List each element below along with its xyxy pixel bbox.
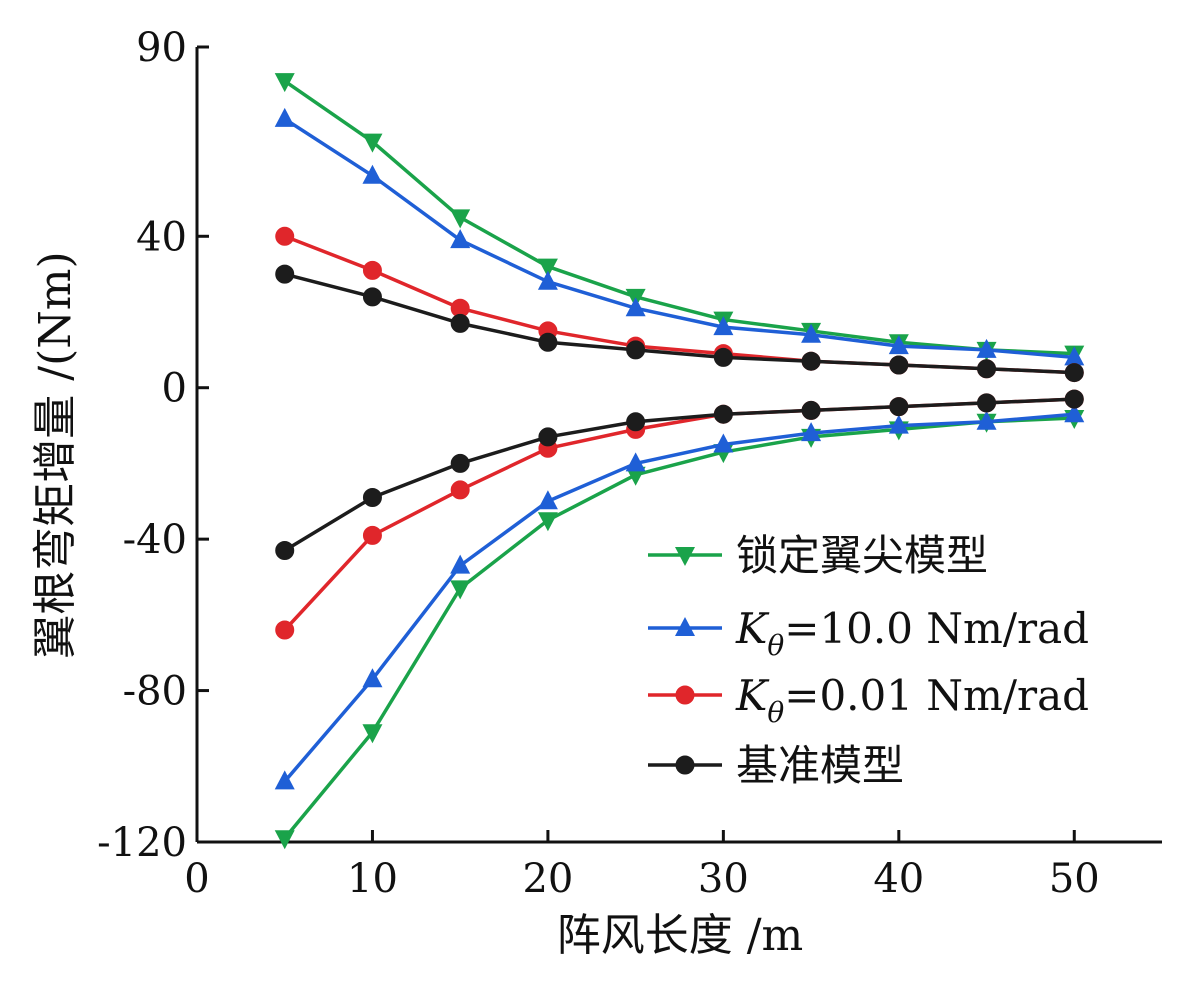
series-2-lower-line	[283, 412, 1075, 783]
series-4-upper-point	[275, 264, 295, 284]
series-3-upper-point	[362, 260, 382, 280]
x-tick-label: 20	[522, 856, 573, 902]
series-1-upper-point	[450, 209, 471, 229]
series-1-upper-point	[362, 133, 383, 153]
series-2-lower-point	[1064, 403, 1085, 423]
y-tick-label: -40	[123, 517, 187, 563]
series-2-upper-point	[625, 297, 646, 317]
legend-swatch-marker	[675, 617, 695, 636]
y-tick-label: 40	[136, 214, 187, 260]
series-4-upper-point	[362, 287, 382, 307]
series-4-lower-point	[1064, 389, 1084, 409]
series-2	[274, 107, 1085, 790]
x-tick-label: 30	[698, 856, 749, 902]
y-tick-label: -120	[97, 820, 187, 866]
series-2-upper-point	[450, 229, 471, 249]
series-2-lower-point	[625, 452, 646, 472]
series-2-upper-point	[713, 316, 734, 336]
series-2-lower-point	[713, 433, 734, 453]
series-2-lower-point	[537, 490, 558, 510]
series-4-lower-point	[977, 393, 997, 413]
x-axis-title: 阵风长度 /m	[557, 910, 804, 961]
legend-label: 基准模型	[736, 741, 904, 790]
series-2-upper-point	[274, 107, 295, 127]
series-4-upper-point	[450, 313, 470, 333]
y-tick-label: 0	[162, 366, 187, 412]
legend-label: 锁定翼尖模型	[736, 531, 988, 580]
legend: 锁定翼尖模型 Kθ=10.0 Nm/rad Kθ=0.01 Nm/rad 基准模型	[648, 531, 1089, 790]
legend-item-1: 锁定翼尖模型	[648, 531, 988, 580]
series-4-lower-point	[626, 412, 646, 432]
series-4-upper-point	[977, 359, 997, 379]
legend-label: Kθ=10.0 Nm/rad	[735, 604, 1089, 662]
series-4	[275, 264, 1084, 560]
series-4-lower-point	[889, 397, 909, 417]
series-4-lower-point	[450, 453, 470, 473]
series-3-lower-line	[283, 397, 1075, 632]
series-2-lower-point	[362, 668, 383, 688]
y-tick-label: 90	[136, 25, 187, 71]
series-1-upper-point	[537, 258, 558, 278]
series-4-upper-point	[889, 355, 909, 375]
y-axis-title: 翼根弯矩增量 /(Nm)	[30, 251, 81, 658]
legend-swatch-marker	[675, 547, 695, 566]
series-2-lower-point	[888, 414, 909, 434]
series-2-lower-point	[976, 410, 997, 430]
series-2-upper-point	[537, 270, 558, 290]
series-1-lower-point	[274, 830, 295, 850]
series-1-lower-point	[537, 512, 558, 532]
series-4-upper-point	[626, 340, 646, 360]
series-2-lower-point	[801, 422, 822, 442]
series-2-upper-point	[976, 338, 997, 358]
series-3-lower-point	[362, 525, 382, 545]
series-4-lower-point	[801, 400, 821, 420]
series-4-lower-point	[362, 488, 382, 507]
series-layer	[274, 73, 1085, 850]
series-4-upper-point	[1064, 363, 1084, 383]
legend-label: Kθ=0.01 Nm/rad	[735, 671, 1089, 729]
series-4-upper-line	[284, 272, 1075, 375]
series-4-lower-line	[283, 397, 1075, 552]
series-4-upper-point	[538, 332, 558, 352]
series-2-upper-point	[1064, 346, 1085, 366]
series-3-upper-point	[275, 226, 295, 246]
legend-item-4: 基准模型	[648, 741, 904, 790]
legend-swatch-marker	[675, 685, 695, 705]
series-2-upper-line	[283, 117, 1075, 360]
series-4-lower-point	[275, 541, 295, 560]
legend-item-2: Kθ=10.0 Nm/rad	[648, 604, 1089, 662]
series-1	[274, 73, 1085, 850]
series-4-lower-point	[538, 427, 558, 447]
series-4-upper-point	[801, 351, 821, 371]
series-4-lower-point	[713, 404, 733, 424]
legend-swatch-marker	[675, 755, 695, 775]
series-1-lower-point	[362, 724, 383, 744]
x-tick-label: 40	[873, 856, 924, 902]
series-3-lower-point	[275, 620, 295, 640]
series-1-upper-point	[274, 73, 295, 93]
x-tick-label: 10	[347, 856, 398, 902]
series-1-lower-line	[283, 416, 1075, 840]
series-3-lower-point	[450, 480, 470, 500]
series-2-lower-point	[450, 554, 471, 574]
series-2-upper-point	[801, 323, 822, 343]
x-tick-label: 0	[184, 856, 209, 902]
x-tick-label: 50	[1049, 856, 1100, 902]
series-4-upper-point	[713, 347, 733, 367]
series-1-lower-point	[450, 580, 471, 600]
series-2-upper-point	[362, 164, 383, 184]
legend-item-3: Kθ=0.01 Nm/rad	[648, 671, 1089, 729]
series-1-lower-point	[625, 466, 646, 486]
y-tick-label: -80	[123, 669, 187, 715]
series-2-lower-point	[274, 770, 295, 790]
series-1-upper-line	[283, 79, 1075, 356]
series-2-upper-point	[888, 335, 909, 355]
